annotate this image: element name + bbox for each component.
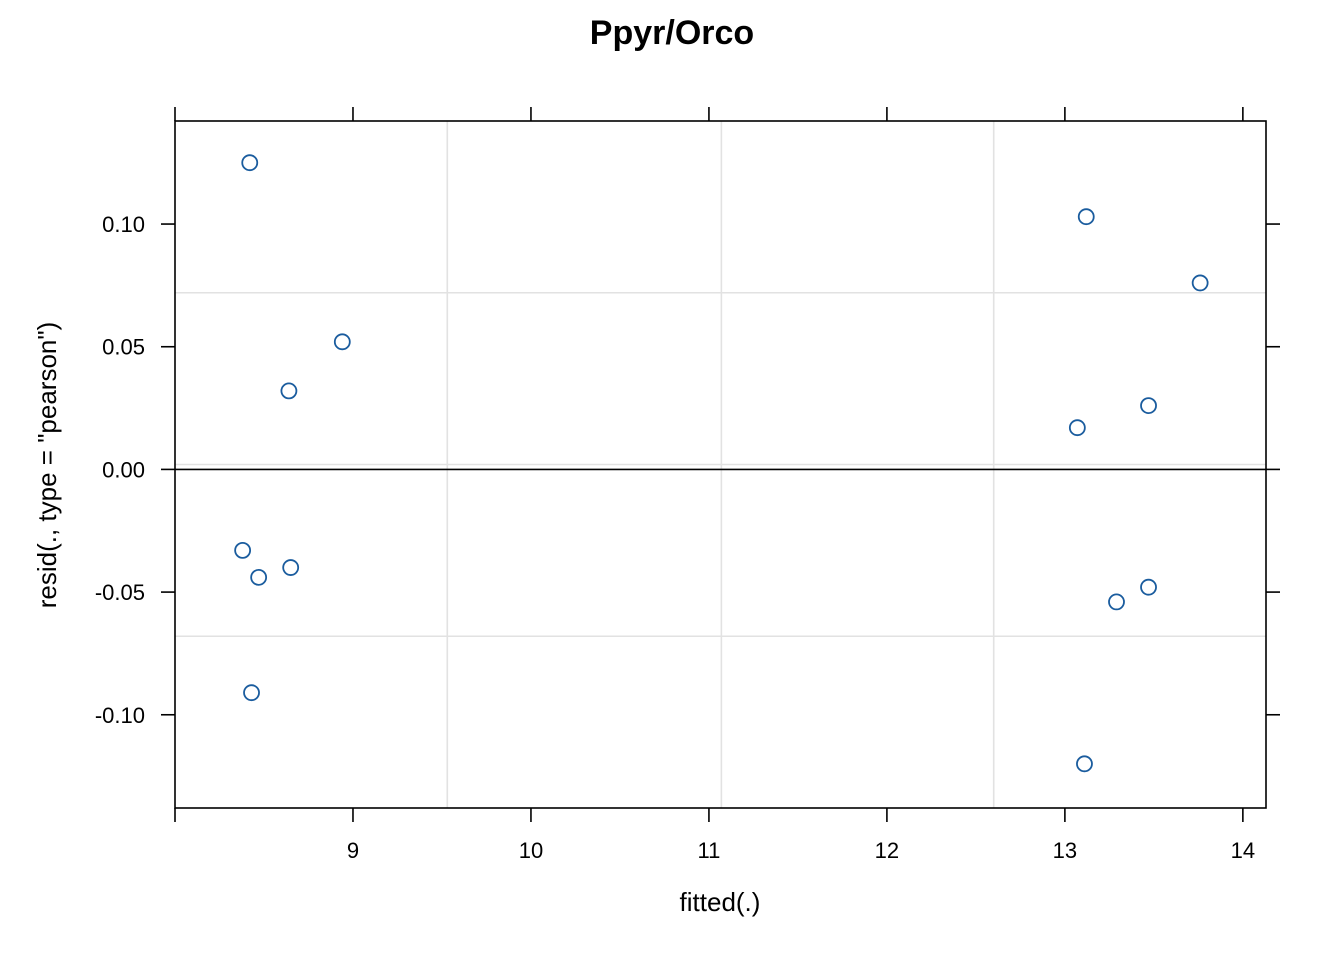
data-point xyxy=(1140,397,1157,415)
data-point xyxy=(1108,593,1125,611)
y-tick-label: 0.05 xyxy=(102,335,145,360)
data-points xyxy=(234,154,1209,773)
x-tick-label: 11 xyxy=(698,838,721,863)
data-point xyxy=(1076,755,1093,773)
data-point xyxy=(250,568,268,586)
grid-lines xyxy=(175,121,1266,808)
data-point xyxy=(241,154,259,172)
data-point xyxy=(333,333,351,351)
x-tick-label: 12 xyxy=(875,838,899,863)
data-point xyxy=(1077,208,1095,226)
y-tick-label: -0.10 xyxy=(95,703,145,728)
y-tick-label: -0.05 xyxy=(95,580,145,605)
axis-ticks: 9 10 11 12 13 14 -0.10 -0.05 0.00 0.05 0.10 xyxy=(95,107,1280,863)
x-tick-label: 14 xyxy=(1231,838,1255,863)
y-tick-label: 0.10 xyxy=(102,212,145,237)
x-axis-label: fitted(.) xyxy=(680,887,761,917)
x-tick-label: 9 xyxy=(347,838,359,863)
plot-frame xyxy=(174,120,1267,809)
data-point xyxy=(243,684,260,702)
x-tick-label: 13 xyxy=(1053,838,1077,863)
y-tick-label: 0.00 xyxy=(102,457,145,482)
data-point xyxy=(234,541,252,559)
data-point xyxy=(280,382,298,400)
data-point xyxy=(1191,274,1209,292)
data-point xyxy=(1140,578,1157,596)
data-point xyxy=(1068,419,1086,437)
y-axis-label: resid(., type = "pearson") xyxy=(32,322,62,609)
chart-title: Ppyr/Orco xyxy=(590,14,754,52)
x-tick-label: 10 xyxy=(519,838,543,863)
data-point xyxy=(282,559,300,576)
